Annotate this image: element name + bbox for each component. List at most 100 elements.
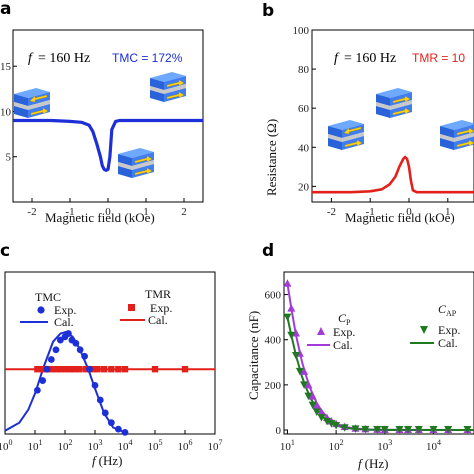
panel-c-xlabel: f (Hz) [92,453,122,468]
panel-d-cp-exp-point [317,407,326,416]
mtj-barrier [118,160,154,170]
mtj-top-face [328,120,364,130]
mtj-barrier [328,132,364,142]
panel-c-tmc-cal-curve [4,330,126,434]
panel-d-cap-exp-point [463,426,472,434]
panel-b-f-label: f [334,51,340,66]
panel-d: 1011021031041050200400600 CP Exp. Cal. C… [246,271,474,471]
panel-b-ytick-label: 20 [298,181,310,193]
panel-d-cap-exp-point [300,381,309,389]
panel-d-cap-exp-point [323,417,332,426]
mtj-bottom-side [376,106,390,118]
panel-b-xtick-label: -1 [366,206,375,218]
panel-d-cap-exp-point [312,408,321,416]
panel-c-tmc-exp-point [76,346,84,354]
panel-a-ytick-label: 10 [0,106,12,118]
mtj-top-arrow [456,127,474,136]
mtj-bottom-side [440,138,454,150]
mtj-device-icon [328,120,364,150]
panel-c-tmr-exp-point [61,366,69,373]
panel-c-xtick-label: 106 [178,438,193,453]
panel-d-cap-exp-point [429,426,438,434]
mtj-bottom-arrow [134,167,153,176]
mtj-bottom-side [14,106,28,118]
panel-c-tmc-exp-point [47,356,55,363]
panel-d-series [283,279,474,434]
panel-c-tmr-exp-point [57,366,64,373]
panel-d-cp-exp-point [292,328,301,337]
panel-d-ytick-label: 0 [276,425,282,437]
panel-c-tmr-exp-point [151,366,159,373]
panel-b-xtick-label: 0 [406,206,412,218]
panel-d-cap-exp-point [373,426,382,434]
panel-c-letter: c [0,241,10,261]
panel-c-tmr-exp-point [94,366,101,373]
legend-cp-cal: Cal. [333,338,353,352]
mtj-bottom-arrow [456,139,474,148]
panel-d-xtick-label: 102 [329,438,344,453]
panel-a: f = 160 Hz TMC = 172% -2 -1 0 1 2 5 10 15 Magne… [0,29,204,225]
mtj-bottom-side [150,90,164,102]
panel-c-tmc-exp-point [114,425,122,433]
panel-d-cap-exp-point [361,425,370,434]
panel-a-xlabel: Magnetic field (kOe) [45,210,155,225]
panel-a-f-label: f [28,51,34,66]
panel-d-cap-exp-point [340,424,349,432]
panel-b-ytick-label: 100 [293,25,310,37]
panel-d-xlabel: f (Hz) [358,456,388,471]
legend-cap-title: CAP [438,302,457,318]
panel-d-ticks: 1011021031041050200400600 [265,290,441,453]
panel-c-legend: TMC Exp. Cal. TMR Exp. Cal. [20,287,172,329]
panel-a-xtick-label: 0 [105,206,111,218]
panel-a-letter: a [0,0,11,19]
panel-a-xtick-label: 1 [143,206,149,218]
mtj-top-face [376,88,412,98]
mtj-device-icon [440,120,474,150]
panel-b-xtick-label: -2 [327,206,336,218]
panel-d-cp-exp-point [287,304,296,312]
mtj-top-face [440,120,474,130]
panel-d-cap-exp-point [351,425,360,433]
panel-d-letter: d [262,241,274,261]
panel-c-tmc-exp-point [96,396,104,404]
panel-c-xtick-label: 104 [118,438,133,453]
mtj-device-icon [118,148,154,178]
panel-a-xtick-label: -1 [65,206,74,218]
panel-b-ytick-label: 40 [298,142,310,154]
panel-a-ytick-label: 15 [0,61,12,73]
mtj-bottom-side [118,166,132,178]
panel-c-ticks: 100 101 102 103 104 105 106 107 [0,430,223,453]
panel-a-xtick-label: -2 [27,206,36,218]
panel-b-freq-label: = 160 Hz [344,51,396,66]
panel-b-tmr-curve [312,155,474,194]
panel-c-tmr-exp-point [108,366,115,373]
mtj-barrier [440,132,474,142]
legend-cap-exp-marker [420,326,428,334]
panel-c-tmc-exp-point [43,365,51,373]
panel-c: 100 101 102 103 104 105 106 107 TMC Exp. Cal. T… [0,271,223,468]
legend-tmc-exp: Exp. [54,303,76,317]
mtj-bottom-arrow [392,107,411,116]
legend-tmr-title: TMR [145,287,171,301]
panel-d-cp-exp-point [283,279,292,287]
panel-a-tmc-label: TMC = 172% [112,51,183,65]
mtj-icons [14,72,474,178]
panel-a-ytick-label: 5 [6,152,12,164]
panel-d-xtick-label: 101 [280,438,295,453]
panel-b-xlabel: Magnetic field (kOe) [345,210,455,225]
panel-b-tmr-label: TMR = 10 [412,51,465,65]
legend-tmr-exp: Exp. [150,301,172,315]
panel-d-cap-exp-point [332,421,341,430]
panel-c-xtick-label: 107 [208,438,223,453]
panel-b-frame [311,29,474,203]
mtj-device-icon [150,72,186,102]
panel-d-cap-exp-point [283,313,292,322]
mtj-bottom-arrow [30,107,49,116]
panel-c-tmr-exp-point [48,366,55,373]
panel-d-cap-exp-point [308,401,317,410]
panel-c-tmc-exp-point [121,428,129,436]
panel-c-tmc-exp-point [33,386,41,394]
panel-c-tmc-exp-point [101,409,109,417]
panel-c-tmr-exp-point [82,366,90,373]
panel-c-series [4,330,215,436]
